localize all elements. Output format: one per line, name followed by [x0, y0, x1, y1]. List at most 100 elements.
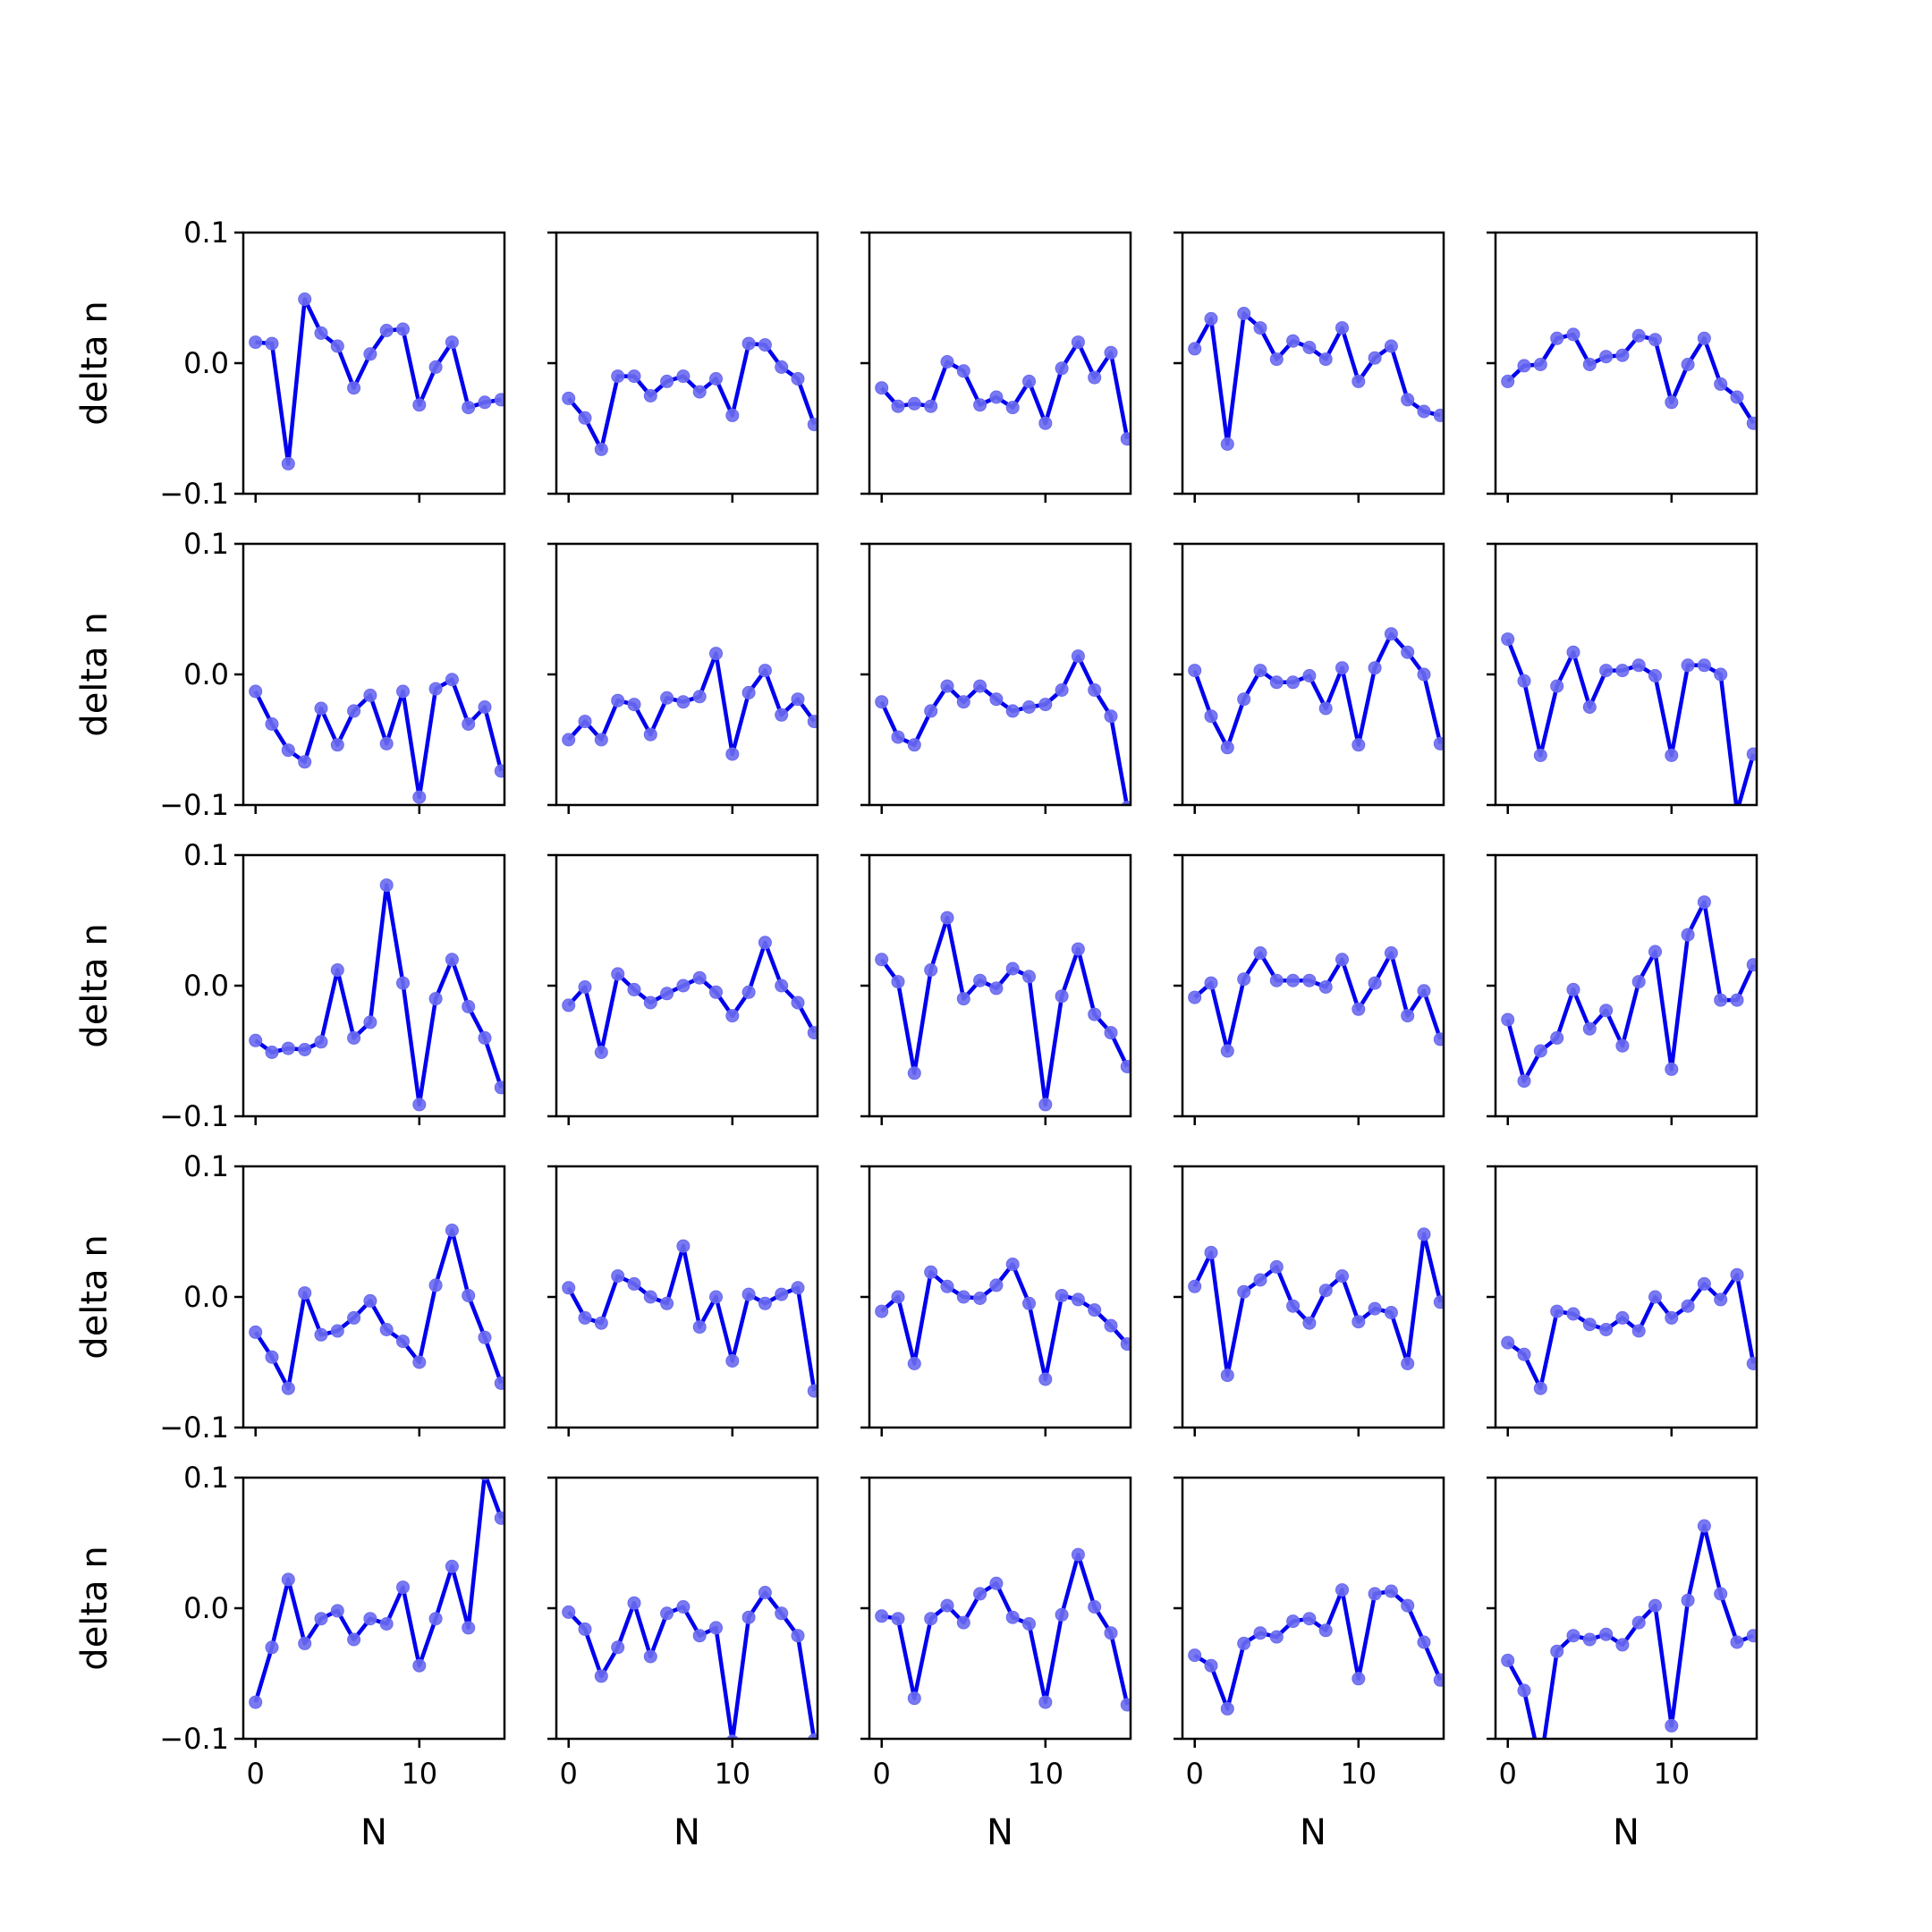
y-tick-label: −0.1: [159, 1722, 229, 1756]
data-point: [1237, 692, 1251, 707]
data-point: [940, 1279, 954, 1293]
data-point: [1022, 700, 1036, 714]
data-point: [973, 398, 987, 412]
subplot-r3-c5: [1487, 853, 1758, 1125]
data-point: [775, 979, 789, 993]
data-point: [1104, 1626, 1118, 1640]
series-line: [1505, 900, 1756, 1083]
data-point: [1005, 401, 1020, 415]
data-point: [891, 975, 905, 989]
data-point: [692, 385, 707, 399]
data-point: [1735, 804, 1739, 805]
data-point: [1697, 658, 1711, 673]
data-point: [989, 1278, 1004, 1292]
data-point: [412, 398, 427, 412]
data-point: [1746, 1629, 1757, 1643]
data-point: [379, 878, 394, 893]
data-point: [1071, 649, 1085, 664]
data-point: [956, 1615, 970, 1630]
data-point: [1517, 674, 1531, 688]
y-tick-label: 0.0: [183, 1591, 229, 1625]
data-point: [412, 1097, 427, 1112]
data-point: [1005, 962, 1020, 976]
data-point: [725, 1354, 740, 1368]
axes-frame: [868, 1165, 1132, 1429]
data-point: [725, 1009, 740, 1023]
data-point: [807, 715, 818, 729]
data-point: [1204, 709, 1218, 724]
data-point: [1352, 1002, 1366, 1016]
data-point: [330, 1324, 344, 1338]
data-point: [1550, 1304, 1564, 1318]
data-point: [1022, 1617, 1036, 1631]
data-point: [1055, 989, 1069, 1004]
data-point: [330, 738, 344, 752]
series-line: [1192, 1232, 1443, 1377]
data-point: [973, 1292, 987, 1305]
data-point: [281, 456, 295, 470]
data-point: [611, 1269, 625, 1284]
data-point: [1269, 352, 1284, 367]
y-tick-label: −0.1: [159, 1099, 229, 1133]
data-point: [265, 717, 279, 731]
data-point: [594, 1046, 608, 1059]
data-point: [1517, 1683, 1531, 1698]
data-point: [1681, 658, 1695, 673]
data-point: [676, 1600, 691, 1614]
data-point: [462, 401, 476, 415]
data-point: [907, 1066, 921, 1080]
data-point: [924, 704, 938, 718]
data-point: [314, 326, 328, 340]
data-point: [875, 953, 889, 967]
data-point: [330, 339, 344, 353]
series-group: [249, 292, 504, 470]
data-point: [1433, 1673, 1444, 1687]
data-point: [347, 1632, 361, 1647]
series-line: [1505, 638, 1756, 805]
data-point: [1237, 1636, 1251, 1650]
data-point: [1368, 351, 1382, 365]
data-point: [1220, 1368, 1234, 1383]
data-point: [627, 369, 641, 384]
data-point: [1318, 980, 1333, 994]
data-point: [741, 1610, 756, 1624]
data-point: [1088, 1007, 1102, 1021]
data-point: [1714, 1292, 1728, 1307]
y-tick-label: 0.0: [183, 1280, 229, 1314]
data-point: [396, 1580, 410, 1595]
data-point: [428, 1278, 443, 1292]
data-point: [1665, 1310, 1679, 1325]
data-point: [1302, 973, 1317, 987]
subplot-r5-c3: 0 10 N: [860, 1476, 1132, 1853]
data-point: [1204, 976, 1218, 990]
data-point: [1648, 1290, 1662, 1304]
data-point: [758, 1296, 772, 1310]
data-point: [875, 1609, 889, 1623]
y-tick-label: 0.1: [183, 1461, 229, 1495]
data-point: [594, 733, 608, 747]
data-point: [741, 685, 756, 699]
data-point: [1286, 973, 1301, 987]
data-point: [265, 1640, 279, 1655]
data-point: [1401, 393, 1415, 407]
data-point: [494, 764, 504, 778]
data-point: [1631, 658, 1646, 673]
data-point: [1318, 1284, 1333, 1298]
data-point: [1384, 339, 1398, 353]
data-point: [314, 1612, 328, 1626]
data-point: [1648, 669, 1662, 682]
data-point: [1648, 945, 1662, 959]
data-point: [940, 679, 954, 693]
y-tick-label: 0.1: [183, 216, 229, 250]
data-point: [1665, 395, 1679, 410]
data-point: [363, 1015, 377, 1030]
data-point: [1615, 1038, 1630, 1053]
series-line: [880, 340, 1130, 440]
axes-frame: [555, 542, 819, 807]
data-point: [1746, 747, 1757, 761]
data-point: [1517, 1074, 1531, 1089]
y-tick-label: 0.1: [183, 527, 229, 561]
data-point: [1533, 358, 1547, 371]
data-point: [1582, 700, 1597, 714]
